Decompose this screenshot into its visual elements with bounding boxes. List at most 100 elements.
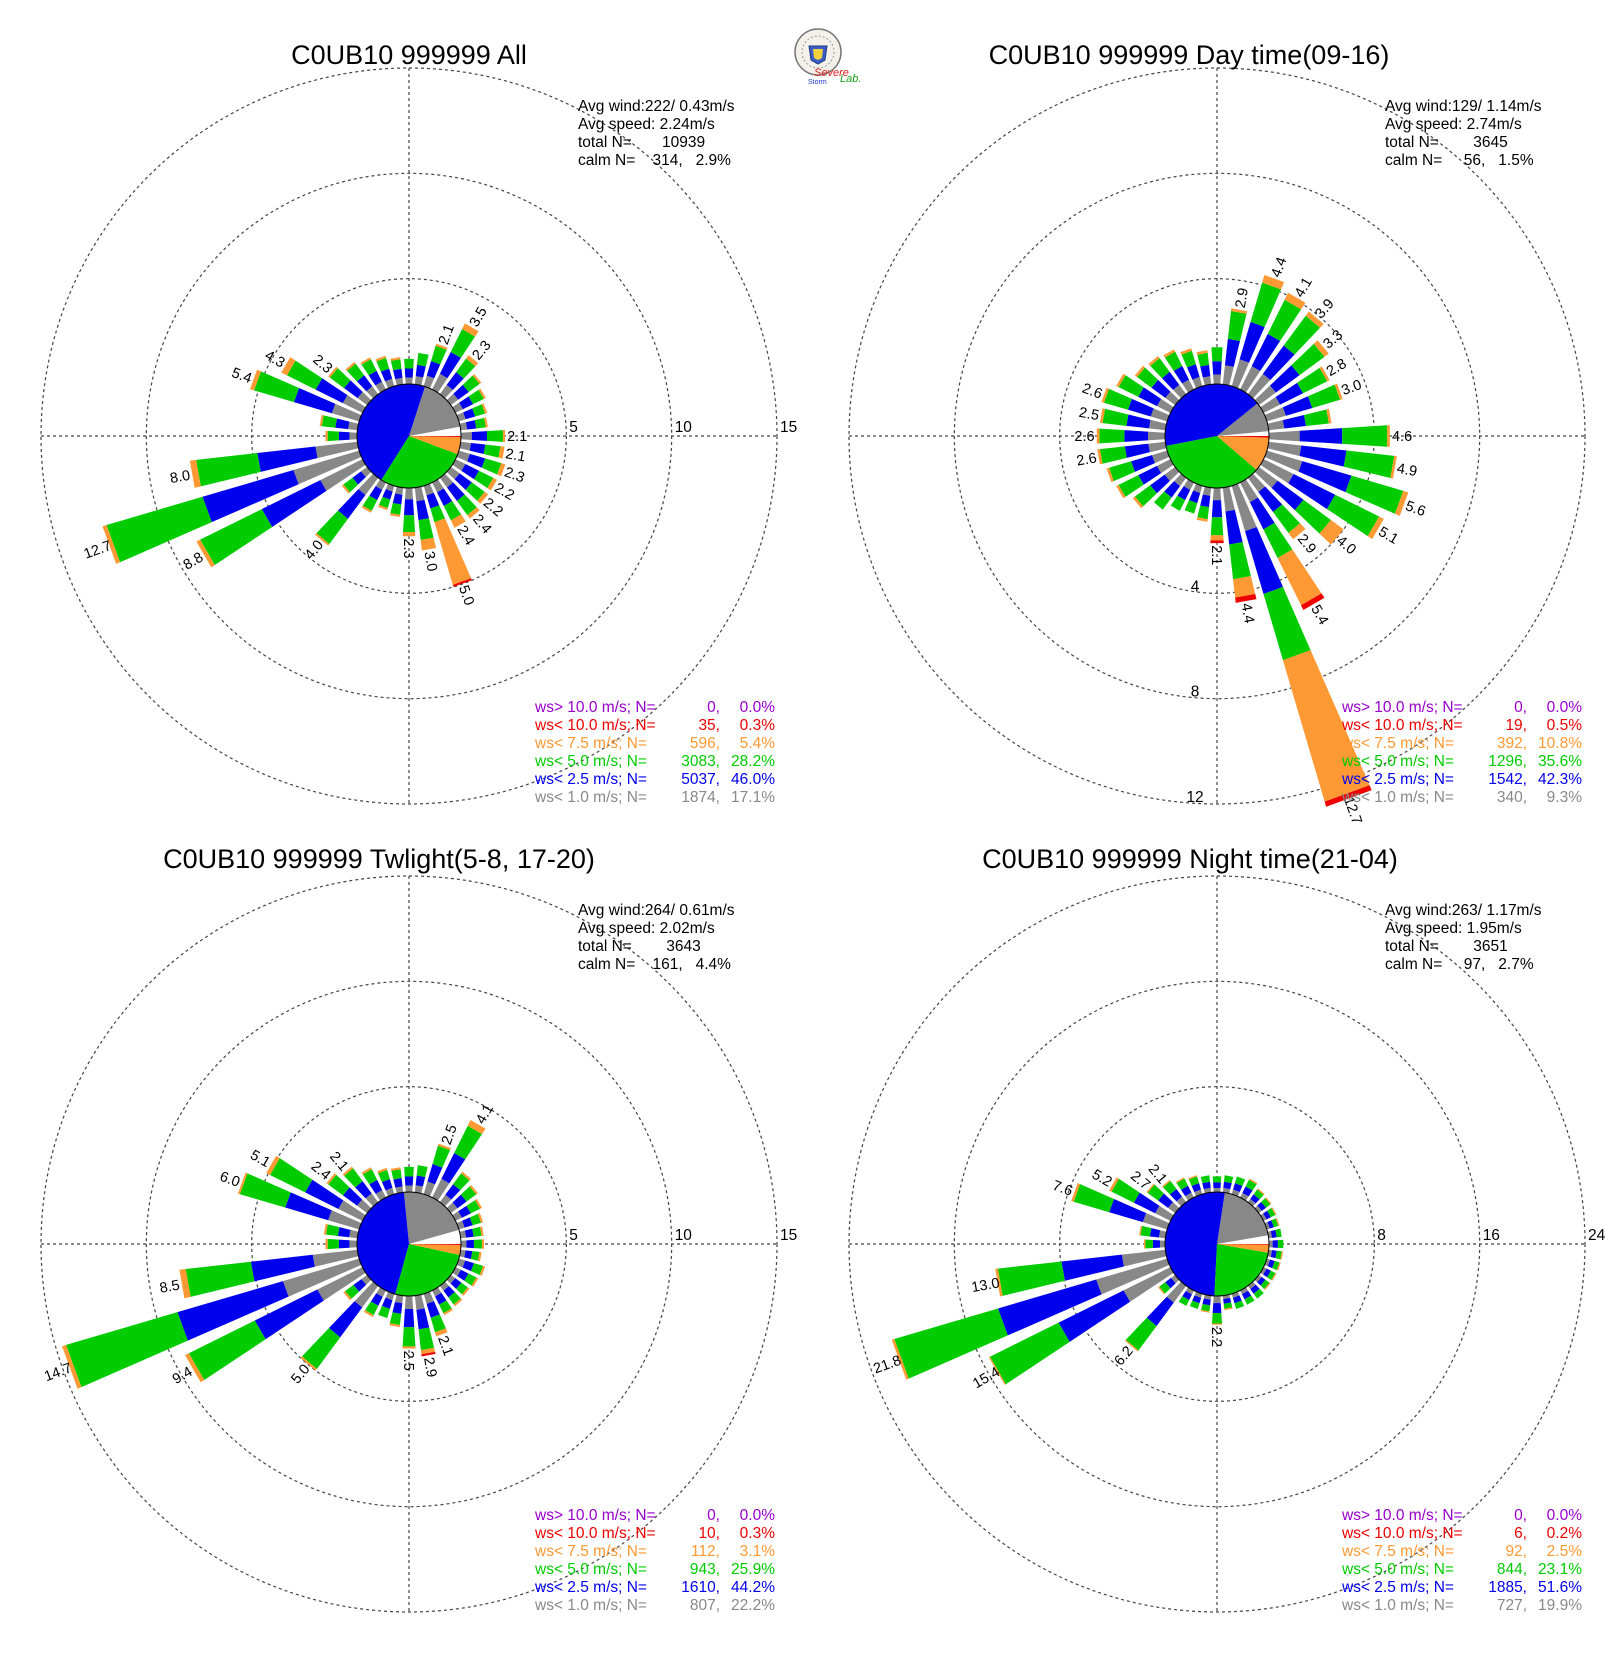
bar-segment-lt2-5 [305,1179,344,1209]
bar-segment-lt2-5 [1181,1185,1192,1197]
legend-row-percent: 3.1% [740,1543,776,1560]
direction-bar-40 [439,1171,472,1207]
bar-segment-lt2-5 [368,370,382,386]
legend-row-percent: 42.3% [1538,771,1582,788]
bar-segment-lt5 [481,458,502,475]
bar-segment-lt2-5 [1263,1268,1271,1278]
bar-segment-lt5 [106,496,212,563]
direction-bar-120 [1260,459,1384,540]
bar-segment-lt2-5 [250,1254,315,1282]
bar-segment-lt2-5 [337,1227,351,1238]
direction-bar-130 [446,466,489,504]
bar-segment-lt7-5 [361,1167,372,1175]
bar-segment-lt2-5 [1211,500,1223,518]
bar-segment-lt7-5 [1277,549,1322,606]
bar-segment-lt2-5 [1177,486,1191,501]
bar-segment-lt7-5 [1233,576,1256,598]
bar-segment-lt7-5 [420,1347,436,1355]
legend-row-count: 1885, [1488,1579,1527,1596]
bar-segment-lt7-5 [487,477,498,491]
bar-segment-lt5 [1253,1189,1264,1200]
direction-bar-140 [1247,473,1306,540]
bar-segment-lt5 [362,1169,378,1185]
bar-segment-lt5 [471,1263,484,1275]
direction-bar-320 [345,361,379,399]
bar-segment-lt7-5 [420,537,437,551]
bar-segment-lt2-5 [1202,1298,1211,1306]
bar-segment-lt1 [293,450,362,485]
bar-segment-lt2-5 [1109,1199,1147,1223]
bar-segment-lt2-5 [329,1301,363,1338]
bar-segment-lt5 [443,501,462,521]
bar-segment-lt1 [1096,1258,1170,1295]
bar-segment-lt2-5 [1223,1181,1232,1190]
direction-bar-70 [456,403,488,422]
bar-segment-lt5 [325,1224,340,1237]
panel-all: C0UB10 999999 All 5 10 152.13.52.32.12.12.… [40,40,797,806]
bar-segment-lt5 [1136,367,1159,388]
bar-segment-lt7-5 [1288,523,1306,540]
bar-segment-lt2-5 [1275,382,1304,405]
legend-row-percent: 0.3% [740,717,776,734]
bar-segment-lt7-5 [1132,496,1144,509]
bar-segment-lt2-5 [1298,461,1352,493]
legend-row-label: ws< 7.5 m/s; N= [1341,735,1454,752]
direction-bar-140 [439,473,480,519]
legend-row-count: 19, [1505,717,1527,734]
bar-segment-lt1 [1166,1281,1187,1303]
direction-bar-280 [1139,1225,1167,1239]
bar-segment-lt7-5 [988,1356,1006,1385]
legend-row-percent: 0.3% [740,1525,776,1542]
legend-row-label: ws> 10.0 m/s; N= [534,699,656,716]
bar-segment-lt1 [446,1274,456,1284]
bar-segment-lt7-5 [1148,355,1160,366]
bar-segment-lt7-5 [1280,1251,1284,1260]
bar-segment-lt5 [450,329,476,358]
bar-segment-lt5 [239,1173,291,1208]
bar-segment-lt5 [389,1312,402,1325]
ring-label-10: 10 [675,419,693,436]
stats-box: Avg wind:263/ 1.17m/s Avg speed: 1.95m/s… [1385,902,1542,973]
bar-segment-lt2-5 [202,470,299,523]
legend-row-label: ws< 10.0 m/s; N= [1341,1525,1463,1542]
bar-segment-lt5 [1245,1179,1257,1191]
bar-segment-lt1 [375,1190,386,1201]
bar-segment-lt2-5 [404,1176,414,1186]
bar-segment-lt5 [1212,1313,1222,1324]
direction-bar-70 [1264,383,1343,422]
direction-bar-340 [1188,1175,1203,1197]
bar-segment-lt1 [354,1281,379,1308]
bar-segment-lt5 [472,404,486,417]
bar-segment-lt5 [997,1261,1065,1296]
bar-segment-lt1 [1231,359,1250,389]
bar-segment-lt2-5 [1245,526,1283,594]
bar-segment-lt2-5 [393,368,403,380]
bar-segment-lt5 [894,1308,1008,1379]
bar-segment-lt1 [432,1178,450,1201]
bar-segment-lt5 [1267,299,1302,342]
bar-segment-lt7-5 [1231,308,1248,314]
bar-segment-lt2-5 [177,1281,289,1341]
bar-segment-lt2-5 [369,486,383,501]
direction-bar-350 [1200,1175,1212,1194]
bar-segment-lt1 [405,377,413,385]
bar-segment-lt2-5 [1239,321,1265,363]
bar-segment-lt7-5 [434,1328,448,1337]
direction-bar-50 [446,1184,478,1214]
bar-segment-lt5 [1250,282,1282,328]
bar-segment-lt5 [1162,1180,1177,1195]
bar-segment-lt5 [327,430,339,442]
bar-segment-lt5 [188,1320,266,1381]
direction-bar-290 [1101,387,1170,422]
pie-slice-lt10 [1217,1244,1270,1245]
bar-segment-lt2-5 [471,431,487,441]
stat-total-n: total N= 3645 [1385,134,1508,151]
bar-segment-lt5 [1073,1184,1114,1213]
bar-segment-lt7-5 [480,1226,484,1236]
legend-row-label: ws< 2.5 m/s; N= [1341,1579,1454,1596]
direction-bar-200 [1184,483,1203,514]
direction-bar-290 [249,369,362,422]
bar-segment-lt1 [439,473,454,488]
legend-row-percent: 0.0% [1547,699,1583,716]
bar-segment-lt5 [418,1327,435,1351]
